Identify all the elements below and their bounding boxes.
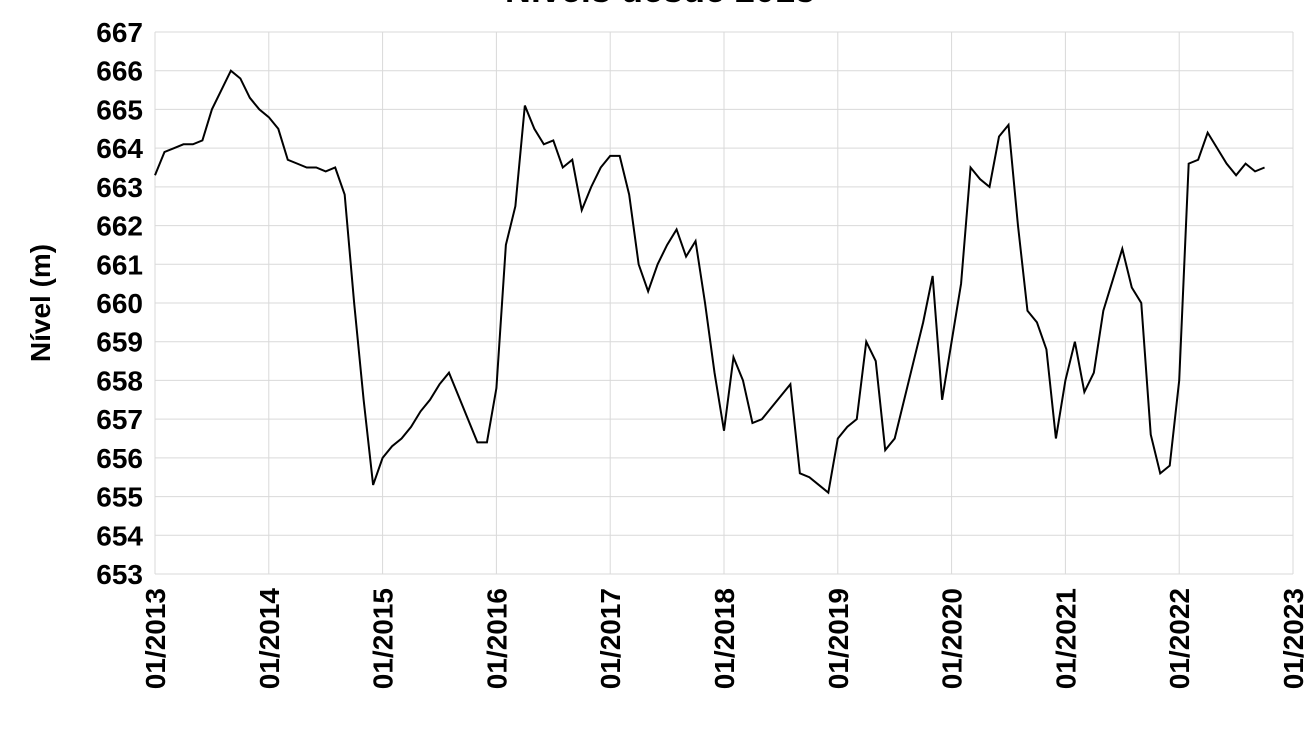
y-tick-label: 665	[96, 94, 143, 125]
y-tick-label: 654	[96, 520, 143, 551]
y-axis-title: Nível (m)	[25, 244, 56, 362]
y-tick-label: 658	[96, 365, 143, 396]
y-tick-label: 661	[96, 249, 143, 280]
x-tick-label: 01/2021	[1050, 588, 1081, 689]
x-tick-label: 01/2018	[709, 588, 740, 689]
x-tick-label: 01/2020	[937, 588, 968, 689]
y-tick-label: 664	[96, 133, 143, 164]
x-tick-label: 01/2019	[823, 588, 854, 689]
y-tick-label: 653	[96, 559, 143, 590]
y-tick-label: 667	[96, 17, 143, 48]
chart-title: Níveis desde 2013	[505, 0, 815, 10]
x-tick-label: 01/2023	[1278, 588, 1309, 689]
y-tick-label: 659	[96, 327, 143, 358]
y-tick-label: 657	[96, 404, 143, 435]
x-tick-label: 01/2013	[140, 588, 171, 689]
y-tick-label: 666	[96, 56, 143, 87]
x-tick-label: 01/2015	[368, 588, 399, 689]
y-tick-label: 656	[96, 443, 143, 474]
x-tick-label: 01/2016	[481, 588, 512, 689]
data-line	[154, 69, 1265, 495]
x-tick-label: 01/2022	[1164, 588, 1195, 689]
y-tick-label: 662	[96, 211, 143, 242]
x-tick-label: 01/2014	[254, 588, 285, 690]
y-tick-label: 660	[96, 288, 143, 319]
y-tick-label: 655	[96, 482, 143, 513]
x-tick-label: 01/2017	[595, 588, 626, 689]
y-tick-label: 663	[96, 172, 143, 203]
